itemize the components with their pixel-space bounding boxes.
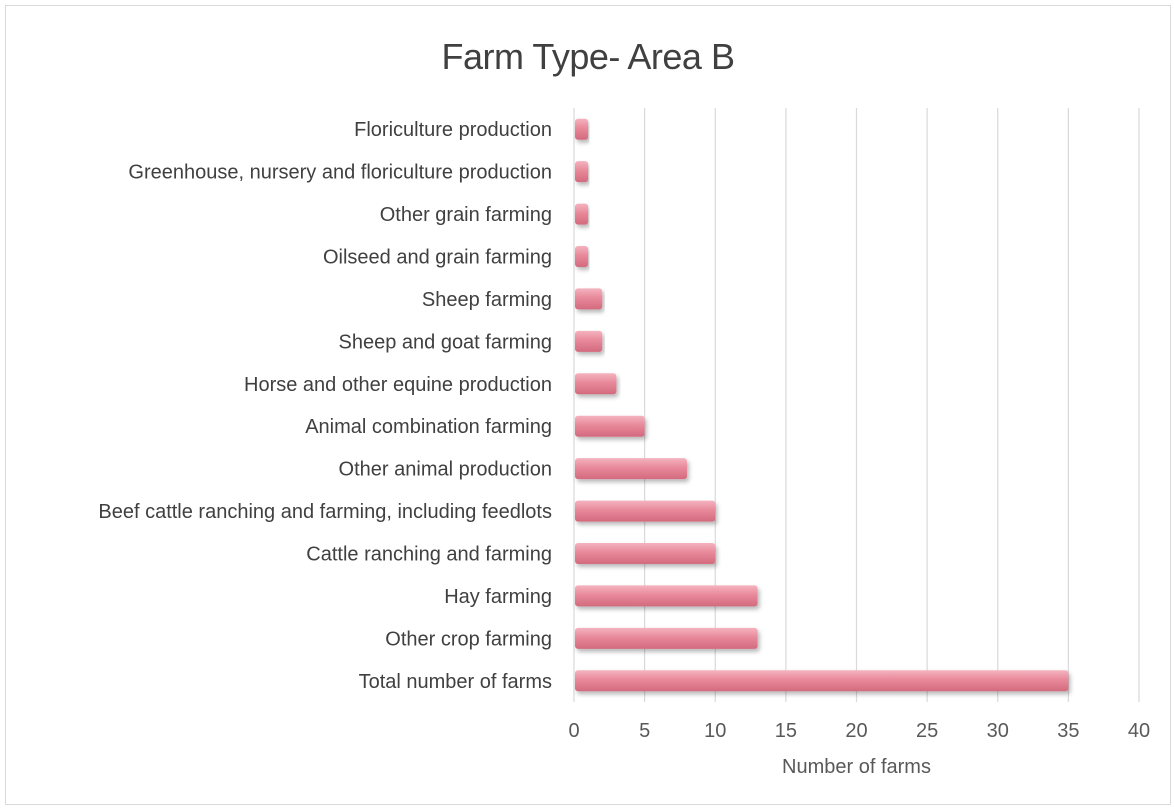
bar (575, 500, 716, 522)
x-tick-label: 30 (987, 720, 1009, 742)
bar (575, 118, 589, 140)
x-tick-label: 35 (1057, 720, 1079, 742)
chart-title: Farm Type- Area B (441, 36, 735, 77)
category-label: Sheep and goat farming (339, 331, 553, 353)
bar (575, 288, 603, 310)
category-label: Total number of farms (359, 671, 552, 693)
bar (575, 543, 716, 564)
category-label: Other animal production (339, 459, 552, 481)
category-labels: Floriculture production Greenhouse, nurse… (98, 119, 552, 693)
x-tick-label: 25 (916, 720, 938, 742)
bar (575, 161, 589, 183)
category-label: Oilseed and grain farming (323, 247, 552, 269)
category-label: Beef cattle ranching and farming, includ… (98, 501, 552, 523)
category-label: Floriculture production (354, 119, 552, 141)
category-label: Sheep farming (422, 289, 552, 311)
bar (575, 585, 758, 607)
category-label: Cattle ranching and farming (306, 544, 552, 566)
bar (575, 373, 617, 395)
x-axis-title: Number of farms (782, 756, 931, 778)
bar (575, 458, 687, 480)
bar (575, 415, 645, 437)
x-tick-labels: 0 5 10 15 20 25 30 35 40 (568, 720, 1150, 742)
category-label: Greenhouse, nursery and floriculture pro… (128, 162, 552, 184)
bar (575, 246, 589, 267)
bars (575, 118, 1069, 692)
x-tick-label: 20 (845, 720, 867, 742)
bar (575, 330, 603, 352)
x-tick-label: 5 (639, 720, 650, 742)
bar (575, 627, 758, 649)
x-tick-label: 40 (1128, 720, 1150, 742)
category-label: Animal combination farming (305, 416, 552, 438)
bar (575, 670, 1069, 692)
category-label: Other grain farming (380, 204, 552, 226)
x-tick-label: 0 (568, 720, 579, 742)
category-label: Hay farming (444, 586, 552, 608)
bar (575, 203, 589, 225)
category-label: Other crop farming (385, 628, 552, 650)
x-tick-label: 10 (704, 720, 726, 742)
gridlines (573, 108, 1140, 702)
x-tick-label: 15 (775, 720, 797, 742)
category-label: Horse and other equine production (244, 374, 552, 396)
